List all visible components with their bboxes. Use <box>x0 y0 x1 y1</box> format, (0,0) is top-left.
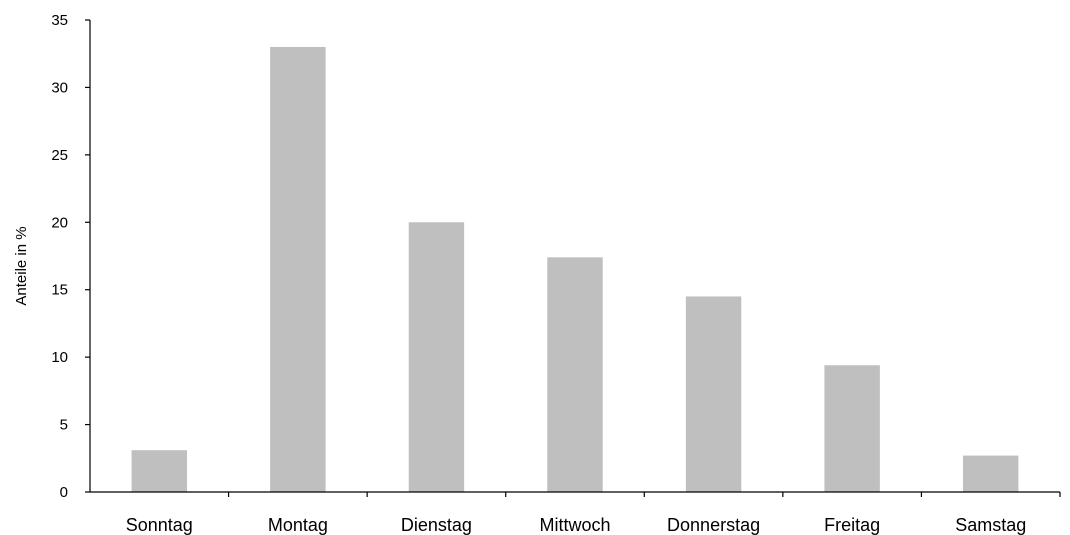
bars-group <box>131 46 1019 493</box>
x-tick-label: Dienstag <box>401 515 472 535</box>
x-tick-label: Mittwoch <box>539 515 610 535</box>
y-tick-label: 30 <box>51 79 68 96</box>
y-tick-label: 25 <box>51 147 68 164</box>
x-tick-label: Donnerstag <box>667 515 760 535</box>
x-tick-label: Montag <box>268 515 328 535</box>
y-tick-label: 35 <box>51 12 68 29</box>
bar-sonntag <box>131 450 187 492</box>
y-tick-label: 10 <box>51 349 68 366</box>
bar-samstag <box>963 455 1019 492</box>
x-tick-label: Freitag <box>824 515 880 535</box>
x-tick-label: Sonntag <box>126 515 193 535</box>
y-axis: 0 5 10 15 20 25 30 35 <box>51 12 91 501</box>
x-tick-label: Samstag <box>955 515 1026 535</box>
bar-dienstag <box>408 222 465 493</box>
y-tick-label: 15 <box>51 282 68 299</box>
bar-donnerstag <box>685 296 742 492</box>
bar-montag <box>270 46 326 492</box>
y-tick-label: 20 <box>51 214 68 231</box>
y-tick-label: 5 <box>60 417 68 434</box>
bar-mittwoch <box>547 257 603 492</box>
y-axis-title: Anteile in % <box>13 226 30 305</box>
x-axis: Sonntag Montag Dienstag Mittwoch Donnerstag F… <box>90 491 1061 535</box>
y-tick-label: 0 <box>60 484 68 501</box>
bar-freitag <box>824 365 880 492</box>
